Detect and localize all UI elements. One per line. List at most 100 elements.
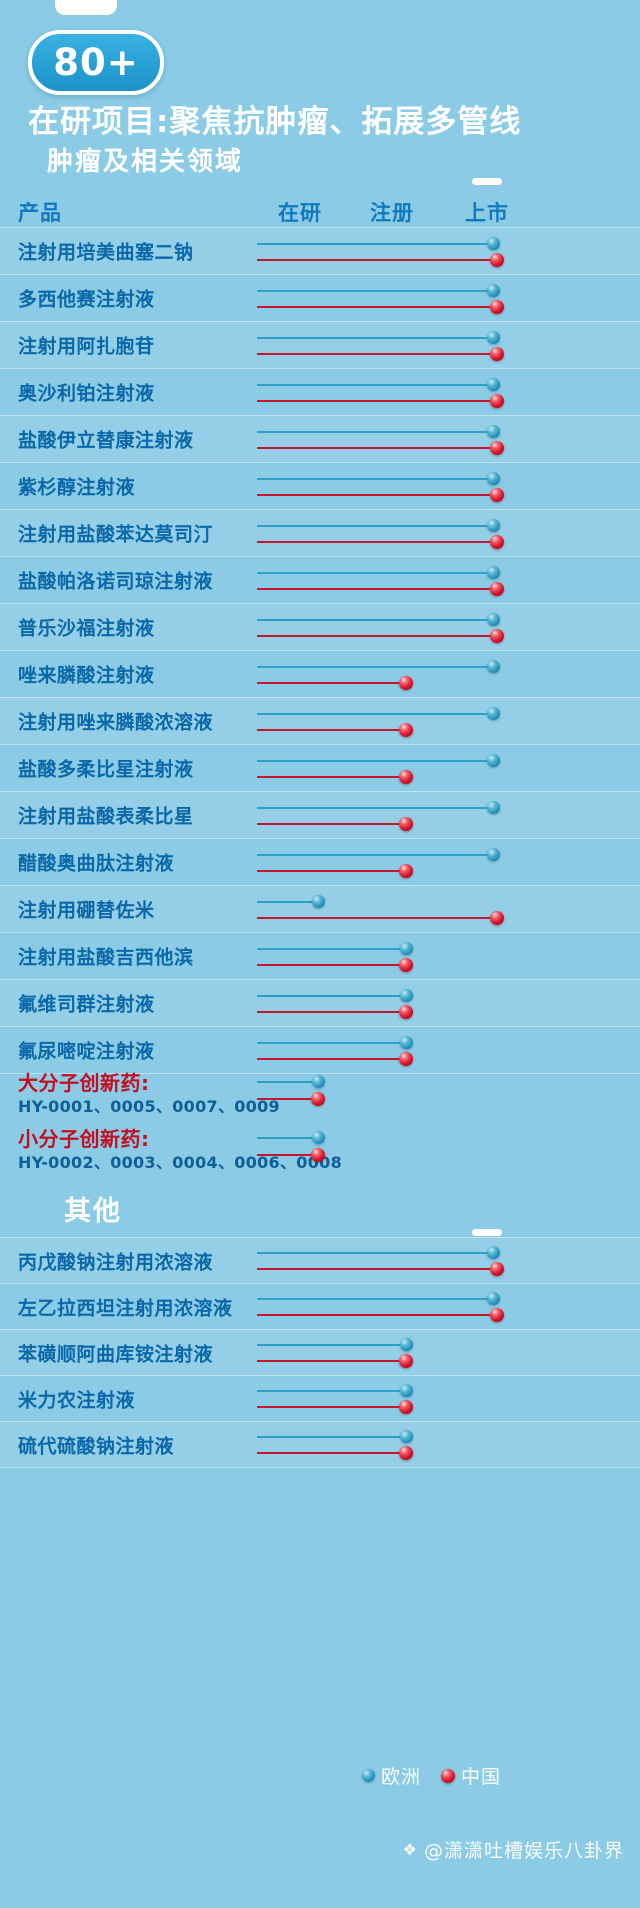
product-name: 左乙拉西坦注射用浓溶液 [18, 1297, 233, 1319]
product-row: 紫杉醇注射液 [0, 462, 640, 509]
china-stage-dot [490, 1262, 504, 1276]
product-row: 米力农注射液 [0, 1375, 640, 1421]
china-stage-dot [490, 1308, 504, 1322]
china-progress-line [257, 635, 497, 637]
innovation-label: 小分子创新药: [18, 1127, 150, 1151]
europe-stage-dot [400, 1384, 413, 1397]
product-row: 注射用培美曲塞二钠 [0, 227, 640, 274]
watermark-icon: ❖ [402, 1840, 418, 1859]
europe-progress-line [257, 995, 406, 997]
china-progress-line [257, 588, 497, 590]
europe-progress-line [257, 1081, 318, 1083]
china-stage-dot [399, 770, 413, 784]
europe-stage-dot [487, 566, 500, 579]
china-progress-line [257, 447, 497, 449]
europe-progress-line [257, 666, 493, 668]
europe-stage-dot [487, 1246, 500, 1259]
china-progress-line [257, 1098, 318, 1100]
legend: 欧洲 中国 [362, 1762, 501, 1789]
product-row: 注射用盐酸吉西他滨 [0, 932, 640, 979]
europe-stage-dot [487, 613, 500, 626]
china-stage-dot [490, 488, 504, 502]
china-progress-line [257, 1314, 497, 1316]
china-stage-dot [311, 1092, 325, 1106]
section-heading-oncology: 肿瘤及相关领域 [47, 147, 244, 177]
europe-stage-dot [400, 1338, 413, 1351]
europe-progress-line [257, 1390, 406, 1392]
europe-stage-dot [400, 989, 413, 1002]
china-stage-dot [490, 911, 504, 925]
china-stage-dot [490, 582, 504, 596]
product-row: 盐酸多柔比星注射液 [0, 744, 640, 791]
china-progress-line [257, 917, 497, 919]
china-progress-line [257, 964, 406, 966]
europe-progress-line [257, 948, 406, 950]
section-heading-other: 其他 [64, 1196, 122, 1227]
product-row: 注射用阿扎胞苷 [0, 321, 640, 368]
product-row: 氟尿嘧啶注射液 [0, 1026, 640, 1073]
section-dash-icon [472, 178, 502, 185]
europe-stage-dot [487, 707, 500, 720]
product-name: 醋酸奥曲肽注射液 [18, 852, 175, 875]
product-name: 紫杉醇注射液 [18, 476, 136, 499]
china-progress-line [257, 776, 406, 778]
europe-progress-line [257, 384, 493, 386]
europe-stage-dot [487, 519, 500, 532]
product-name: 注射用盐酸吉西他滨 [18, 946, 194, 969]
europe-stage-dot [400, 1036, 413, 1049]
china-dot-icon [441, 1768, 456, 1783]
china-stage-dot [490, 441, 504, 455]
product-row: 左乙拉西坦注射用浓溶液 [0, 1283, 640, 1329]
column-header-inresearch: 在研 [278, 201, 322, 225]
china-stage-dot [399, 864, 413, 878]
top-notch [55, 0, 117, 15]
china-progress-line [257, 1406, 406, 1408]
europe-stage-dot [312, 1075, 325, 1088]
product-name: 氟维司群注射液 [18, 993, 155, 1016]
china-progress-line [257, 1154, 318, 1156]
product-row: 注射用盐酸表柔比星 [0, 791, 640, 838]
europe-stage-dot [487, 237, 500, 250]
europe-stage-dot [312, 1131, 325, 1144]
europe-progress-line [257, 290, 493, 292]
china-stage-dot [490, 629, 504, 643]
china-stage-dot [399, 676, 413, 690]
product-name: 注射用阿扎胞苷 [18, 335, 155, 358]
product-name: 氟尿嘧啶注射液 [18, 1040, 155, 1063]
product-name: 盐酸伊立替康注射液 [18, 429, 194, 452]
china-stage-dot [399, 958, 413, 972]
europe-progress-line [257, 619, 493, 621]
product-row: 硫代硫酸钠注射液 [0, 1421, 640, 1467]
europe-dot-icon [362, 1769, 375, 1782]
oncology-product-rows: 注射用培美曲塞二钠 多西他赛注射液 注射用阿扎胞苷 奥沙利铂注射液 盐酸伊立替康注射液紫… [0, 227, 640, 1074]
legend-item-china: 中国 [441, 1762, 501, 1789]
europe-progress-line [257, 854, 493, 856]
product-name: 奥沙利铂注射液 [18, 382, 155, 405]
china-stage-dot [399, 1354, 413, 1368]
europe-stage-dot [487, 801, 500, 814]
europe-stage-dot [400, 1430, 413, 1443]
product-name: 注射用盐酸表柔比星 [18, 805, 194, 828]
europe-stage-dot [487, 425, 500, 438]
count-badge: 80+ [28, 30, 164, 95]
europe-progress-line [257, 1042, 406, 1044]
main-title: 在研项目:聚焦抗肿瘤、拓展多管线 [28, 104, 522, 140]
china-stage-dot [399, 817, 413, 831]
europe-progress-line [257, 901, 318, 903]
product-row: 注射用硼替佐米 [0, 885, 640, 932]
product-row: 普乐沙福注射液 [0, 603, 640, 650]
legend-label-china: 中国 [461, 1766, 502, 1788]
china-stage-dot [490, 253, 504, 267]
europe-stage-dot [487, 284, 500, 297]
europe-stage-dot [487, 848, 500, 861]
china-progress-line [257, 259, 497, 261]
europe-progress-line [257, 337, 493, 339]
china-progress-line [257, 729, 406, 731]
china-progress-line [257, 870, 406, 872]
europe-stage-dot [487, 660, 500, 673]
china-progress-line [257, 494, 497, 496]
count-badge-label: 80+ [53, 41, 139, 84]
innovation-label: 大分子创新药: [18, 1071, 150, 1095]
europe-stage-dot [487, 472, 500, 485]
